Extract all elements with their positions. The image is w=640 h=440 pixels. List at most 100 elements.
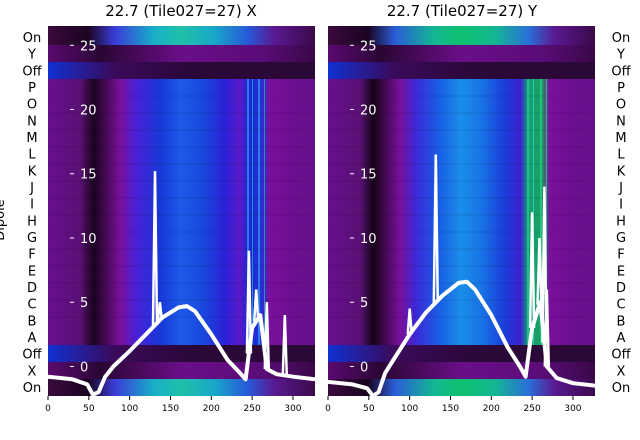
panel-y-row-label: P — [617, 81, 625, 96]
panel-y-row-label: O — [616, 98, 626, 113]
panel-x-stripes — [247, 79, 265, 345]
panel-x-x-tick-label: 100 — [121, 404, 138, 414]
panel-y-row-label: On — [612, 31, 630, 46]
panel-y-background — [328, 26, 595, 396]
panel-x-row-label: F — [28, 248, 35, 263]
panel-y-overlay-tick-label: 10 — [360, 232, 377, 247]
panel-x-spike — [281, 315, 289, 376]
panel-x-spike — [263, 302, 271, 370]
panel-y-row-label: C — [616, 298, 625, 313]
panel-x-spike — [151, 171, 159, 326]
panel-x-overlay-tick-label: 15 — [80, 168, 97, 183]
panel-y-spikes — [406, 154, 551, 367]
panel-x-row-label: O — [27, 98, 37, 113]
panel-x-spike — [252, 289, 260, 322]
panel-x-x-tick-label: 200 — [203, 404, 220, 414]
panel-y-x-tick-label: 0 — [325, 404, 331, 414]
panel-y-heatmap — [328, 26, 595, 396]
panel-x-row-label: B — [28, 314, 37, 329]
panel-x-x-tick-label: 50 — [83, 404, 95, 414]
panel-x-row-on-top — [48, 26, 315, 45]
panel-x-row-bands — [48, 95, 315, 318]
panel-x-x-tick-label: 150 — [162, 404, 179, 414]
panel-y-overlay-tick-label: 0 — [360, 360, 368, 375]
panel-x-row-off-bottom — [48, 345, 315, 362]
panel-y-row-on-top — [328, 26, 595, 45]
panel-x-spikes — [151, 171, 289, 376]
y-axis-label: Dipole — [0, 199, 8, 240]
panel-x-row-label: M — [26, 131, 37, 146]
panel-x-title: 22.7 (Tile027=27) X — [105, 2, 256, 20]
panel-x-row-label: D — [27, 281, 37, 296]
panel-x-spike — [156, 302, 164, 321]
panel-x-row-label: J — [29, 181, 34, 196]
panel-x-x-tick-label: 0 — [45, 404, 51, 414]
panel-y-row-label: On — [612, 381, 630, 396]
panel-x-row-label: L — [28, 148, 36, 163]
panel-y-spike — [528, 212, 536, 328]
panel-x-background — [48, 26, 315, 396]
panel-y-row-y — [328, 45, 595, 62]
panel-x-row-label: I — [30, 198, 34, 213]
panel-x-row-label: N — [27, 114, 37, 129]
panel-y-row-label: F — [617, 248, 624, 263]
panel-y-x-tick-label: 300 — [564, 404, 581, 414]
panel-y-spike — [543, 289, 551, 367]
panel-y-x-tick-label: 100 — [401, 404, 418, 414]
panel-y-x-tick-label: 250 — [524, 404, 541, 414]
panel-y-row-label: J — [618, 181, 623, 196]
panel-y-row-label: A — [617, 331, 626, 346]
panel-x-spike — [245, 250, 253, 354]
panel-x-x-tick-label: 300 — [284, 404, 301, 414]
panel-x-x-tick-label: 250 — [244, 404, 261, 414]
panel-y-x-tick-label: 150 — [442, 404, 459, 414]
panel-y-x-tick-label: 50 — [363, 404, 375, 414]
panel-x-overlay-tick-label: 10 — [80, 232, 97, 247]
panel-x-overlay-tick-label: 25 — [80, 39, 97, 54]
panel-x-row-label: Off — [22, 64, 42, 79]
panel-x-x-ticks: 0 50 100 150 200 250 300 — [45, 396, 302, 414]
panel-x-overlay-yticks: 0 5 10 15 20 25 — [70, 39, 97, 375]
panel-y-row-label: G — [616, 231, 626, 246]
panel-y-row-label: K — [617, 164, 626, 179]
panel-x-row-label: On — [23, 381, 41, 396]
panel-y-overlay-tick-label: 20 — [360, 104, 377, 119]
panel-y-title: 22.7 (Tile027=27) Y — [387, 2, 538, 20]
panel-x-row-label: C — [27, 298, 36, 313]
panel-y-row-label: H — [616, 214, 626, 229]
panel-x-row-label: E — [28, 264, 36, 279]
panel-y-row-off-bottom — [328, 345, 595, 362]
panel-y-row-label: Off — [611, 348, 631, 363]
panel-y: 22.7 (Tile027=27) Y — [325, 2, 631, 414]
panel-y-row-bands — [328, 95, 595, 318]
panel-y-overlay-tick-label: 5 — [360, 296, 368, 311]
panel-x-overlay — [48, 171, 315, 396]
panel-y-x-tick-label: 200 — [483, 404, 500, 414]
panel-y-spike — [406, 308, 413, 335]
panel-y-stripes — [527, 79, 547, 345]
panel-x-row-off-top — [48, 62, 315, 79]
panel-x-row-label: P — [28, 81, 36, 96]
panel-y-overlay-tick-label: 25 — [360, 39, 377, 54]
panel-x: 22.7 (Tile027=27) X — [22, 2, 315, 414]
panel-y-spike — [536, 237, 543, 305]
panel-x-overlay-tick-label: 0 — [80, 360, 88, 375]
panel-x-row-label: H — [27, 214, 37, 229]
panel-y-row-label: L — [617, 148, 625, 163]
panel-y-row-label: B — [617, 314, 626, 329]
panel-x-row-label: G — [27, 231, 37, 246]
panel-y-overlay-yticks: 0 5 10 15 20 25 — [350, 39, 377, 375]
panel-x-row-y — [48, 45, 315, 62]
panel-x-row-label: Y — [27, 48, 36, 63]
panel-y-row-label: N — [616, 114, 626, 129]
panel-x-row-label: K — [28, 164, 37, 179]
panel-x-overlay-tick-label: 5 — [80, 296, 88, 311]
panel-y-spike — [432, 154, 440, 303]
panel-x-heatmap — [48, 26, 315, 396]
panel-x-row-label: X — [28, 364, 37, 379]
panel-y-x-ticks: 0 50 100 150 200 250 300 — [325, 396, 582, 414]
panel-x-row-on-bottom — [48, 379, 315, 396]
